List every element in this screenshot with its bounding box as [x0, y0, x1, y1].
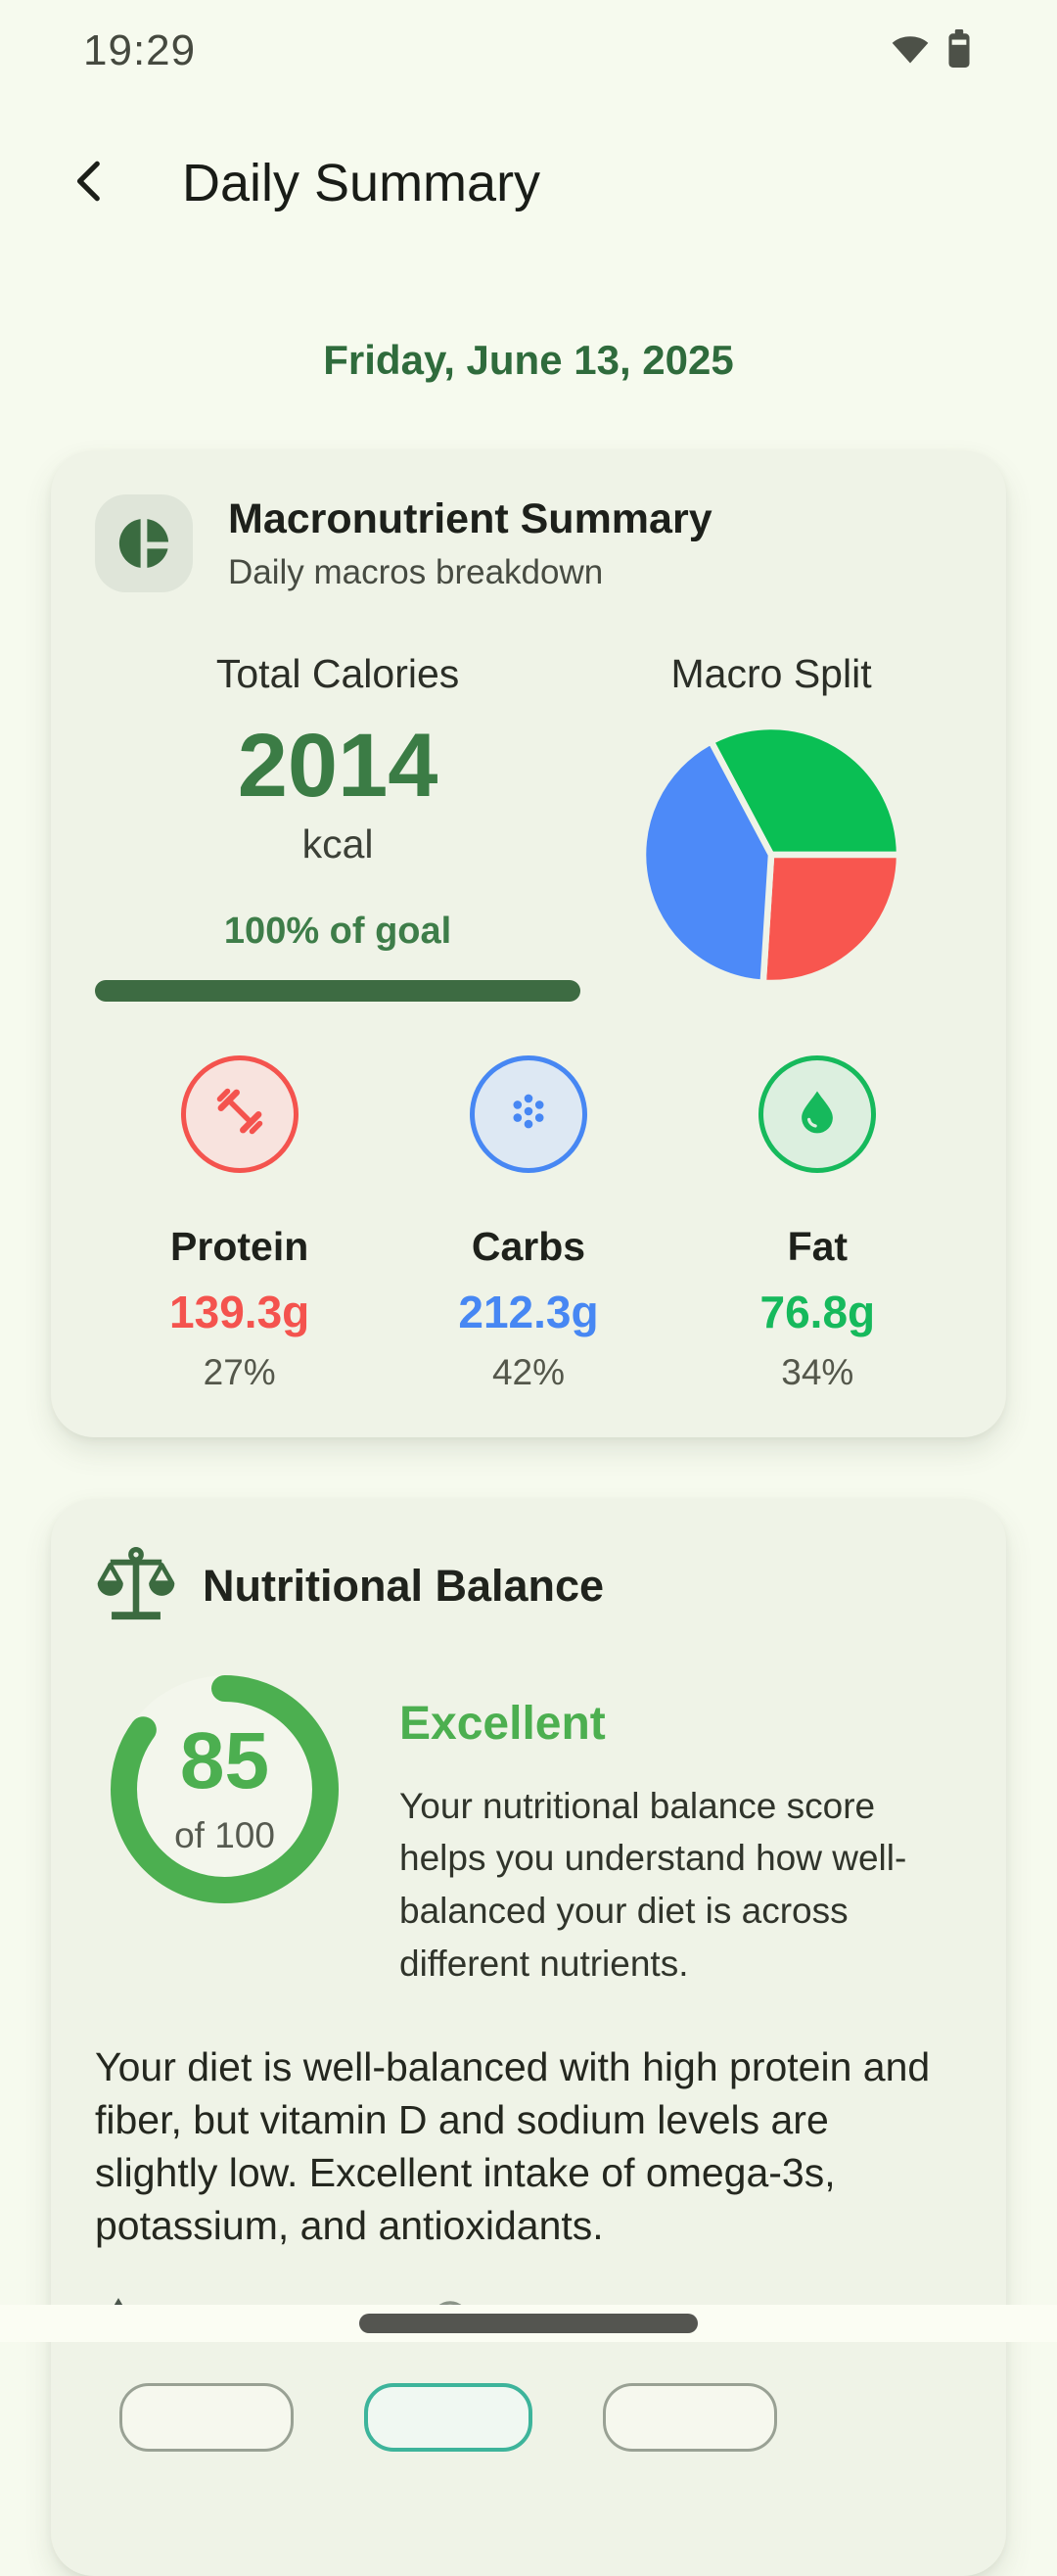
back-arrow-icon — [67, 157, 115, 211]
date-heading: Friday, June 13, 2025 — [323, 337, 734, 383]
focus-chip[interactable] — [364, 2382, 532, 2452]
balance-score-row: 85 of 100 Excellent Your nutritional bal… — [95, 1660, 962, 1991]
macro-card-title: Macronutrient Summary — [228, 494, 712, 542]
carbs-percent: 42% — [491, 1351, 566, 1392]
nutritional-balance-card: Nutritional Balance 85 of 100 Excellent … — [51, 1498, 1006, 2576]
protein-label: Protein — [170, 1223, 309, 1269]
status-icons — [891, 28, 971, 73]
status-bar: 19:29 — [0, 0, 1057, 102]
clock: 19:29 — [83, 26, 197, 74]
grain-dots-icon — [501, 1084, 556, 1144]
protein-percent: 27% — [203, 1351, 276, 1392]
protein-circle — [180, 1054, 299, 1173]
pie-slice-fat — [708, 723, 903, 859]
carbs-circle — [469, 1054, 587, 1173]
score-value: 85 — [179, 1716, 270, 1806]
wifi-icon — [891, 32, 930, 70]
back-button[interactable] — [57, 149, 125, 217]
carbs-amount: 212.3g — [458, 1286, 599, 1337]
score-ring: 85 of 100 — [95, 1660, 354, 1919]
macro-item-carbs: Carbs 212.3g 42% — [384, 1054, 672, 1393]
calories-progress-bar — [95, 979, 581, 1002]
protein-amount: 139.3g — [169, 1286, 310, 1337]
pie-chart-icon — [95, 494, 193, 592]
macro-split-column: Macro Split — [580, 651, 962, 1002]
score-text-column: Excellent Your nutritional balance score… — [399, 1660, 962, 1991]
dumbbell-icon — [212, 1084, 267, 1144]
calories-value: 2014 — [237, 716, 438, 816]
focus-area-chips — [119, 2382, 962, 2452]
score-description: Your nutritional balance score helps you… — [399, 1785, 907, 1984]
balance-card-header: Nutritional Balance — [95, 1543, 962, 1630]
total-calories-column: Total Calories 2014 kcal 100% of goal — [95, 651, 581, 1002]
fat-percent: 34% — [781, 1351, 854, 1392]
system-nav-strip — [0, 2305, 1057, 2342]
macro-item-fat: Fat 76.8g 34% — [673, 1054, 962, 1393]
balance-card-title: Nutritional Balance — [203, 1561, 605, 1612]
app-bar: Daily Summary — [0, 119, 1057, 247]
macro-card-header-text: Macronutrient Summary Daily macros break… — [228, 495, 712, 592]
balance-summary-text: Your diet is well-balanced with high pro… — [95, 2044, 931, 2249]
pie-slice-carbs — [639, 737, 775, 987]
macro-card-columns: Total Calories 2014 kcal 100% of goal Ma… — [95, 651, 962, 1002]
fat-circle — [758, 1054, 877, 1173]
fat-label: Fat — [787, 1223, 849, 1269]
macro-split-pie-chart — [639, 723, 903, 992]
gesture-handle[interactable] — [359, 2314, 698, 2333]
focus-chip[interactable] — [603, 2382, 777, 2452]
macro-breakdown-row: Protein 139.3g 27% Carbs 212.3g 42% — [95, 1054, 962, 1393]
macro-card-subtitle: Daily macros breakdown — [228, 552, 604, 591]
calories-goal-text: 100% of goal — [223, 910, 452, 952]
droplet-icon — [790, 1084, 845, 1144]
macro-card-header: Macronutrient Summary Daily macros break… — [95, 494, 962, 592]
macro-split-label: Macro Split — [670, 651, 872, 696]
battery-icon — [947, 28, 971, 73]
fat-amount: 76.8g — [759, 1286, 876, 1337]
macronutrient-summary-card: Macronutrient Summary Daily macros break… — [51, 450, 1006, 1437]
score-caption: of 100 — [174, 1815, 275, 1856]
pie-slice-protein — [759, 851, 903, 987]
total-calories-label: Total Calories — [215, 651, 460, 696]
balance-scale-icon — [95, 1543, 177, 1630]
page-title: Daily Summary — [182, 154, 541, 212]
carbs-label: Carbs — [471, 1223, 586, 1269]
score-ring-text: 85 of 100 — [95, 1660, 354, 1919]
macro-item-protein: Protein 139.3g 27% — [95, 1054, 384, 1393]
calories-unit: kcal — [301, 820, 374, 866]
focus-chip[interactable] — [119, 2382, 294, 2452]
score-rating: Excellent — [399, 1697, 606, 1750]
